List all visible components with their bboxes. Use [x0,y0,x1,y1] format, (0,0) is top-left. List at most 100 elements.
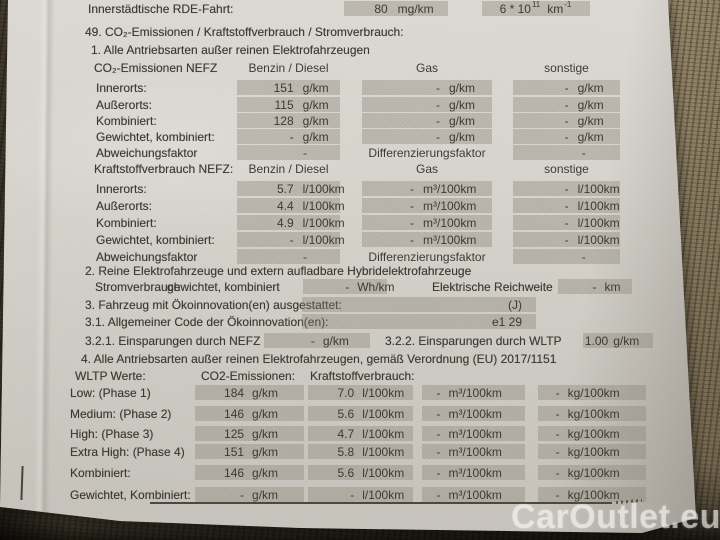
cell-value: - [564,198,569,213]
value-box: 151 g/km [237,80,340,95]
cell-value: 80 [374,1,388,16]
cell-value: - [345,279,350,294]
cell-unit: Wh/km [357,279,395,294]
section-49-title: 49. CO₂-Emissionen / Kraftstoffverbrauch… [85,25,404,39]
cell-value: - [436,465,441,480]
row-label: Gewichtet, kombiniert: [96,233,215,247]
section-3-2-1-label: 3.2.1. Einsparungen durch NEFZ [85,334,261,348]
cell-value: 115 [274,97,294,112]
rde-row: Innerstädtische RDE-Fahrt: 80 mg/km 6 * … [0,0,696,17]
cell-unit: l/100km [577,198,620,213]
cell-value: - [303,145,308,160]
nefz-co2-title: CO₂-Emissionen NEFZ [94,61,218,75]
row-label: Innerorts: [96,81,147,95]
value-box: - m³/100km [422,487,525,502]
nefz-fuel-factor-row: Abweichungsfaktor - Differenzierungsfakt… [0,249,696,265]
row-label: Low: (Phase 1) [70,386,151,400]
cell-value: 151 [224,444,245,459]
cell-unit: mg/km [397,1,434,16]
table-row: Außerorts: 4.4 l/100km - m³/100km - l/100km [0,198,696,214]
row-label: Innerorts: [96,182,147,196]
cell-unit: km [604,279,621,294]
value-box: - l/100km [513,215,620,230]
cell-unit: g/km [322,333,349,348]
cell-unit: m³/100km [448,444,502,459]
watermark-logo: CarOutlet.eu [511,498,720,536]
cell-value: - [555,465,560,480]
cell-unit: m³/100km [423,215,477,230]
nefz-fuel-header-row: Kraftstoffverbrauch NEFZ: Benzin / Diese… [0,161,696,177]
cell-unit: kg/100km [567,465,620,480]
value-box: - m³/100km [362,215,492,230]
differenzierungsfaktor-label: Differenzierungsfaktor [368,146,486,160]
cell-unit: kg/100km [567,406,620,421]
section-3-1-row: 3.1. Allgemeiner Code der Ökoinnovation(… [0,314,696,330]
cell-value: - [436,385,441,400]
cell-unit: l/100km [362,487,405,502]
cell-value: - [564,113,569,128]
rde-value-box: 80 mg/km [344,1,448,16]
value-box: - g/km [513,97,620,112]
row-label: Kombiniert: [96,114,157,128]
sci-unit-exponent: -1 [564,0,572,9]
value-box: - km [558,279,632,294]
table-row: Gewichtet, kombiniert: - l/100km - m³/100k… [0,232,696,248]
cell-value: - [240,487,245,502]
col-header-gas: Gas [415,61,438,75]
table-row: Innerorts: 5.7 l/100km - m³/100km - l/100km [0,181,696,197]
value-box: (J) [302,297,536,312]
cell-unit: g/km [302,129,329,144]
value-box: - m³/100km [422,406,525,421]
cell-value: 1.00 [584,333,609,348]
cell-value: 4.4 [276,198,294,213]
cell-value: - [289,232,294,247]
cell-unit: m³/100km [448,487,502,502]
cell-value: e1 29 [491,314,522,329]
cell-unit: l/100km [362,406,405,421]
cell-unit: g/km [577,80,604,95]
value-box: 4.9 l/100km [237,215,345,230]
table-row: Außerorts: 115 g/km - g/km - g/km [0,97,696,113]
value-box: 115 g/km [237,97,340,112]
cell-value: - [564,97,569,112]
value-box: - m³/100km [422,444,525,459]
value-box: - m³/100km [362,198,492,213]
col-header-gas: Gas [415,162,438,176]
value-box: - l/100km [513,181,620,196]
cell-value: - [436,80,440,95]
cell-unit: kg/100km [567,426,620,441]
cell-value: - [436,97,440,112]
cell-unit: kg/100km [567,444,620,459]
value-box: - l/100km [237,232,345,247]
value-box: - [513,145,620,160]
value-box: 146 g/km [195,465,304,480]
cell-value: 125 [224,426,245,441]
value-box: - m³/100km [362,181,492,196]
cell-unit: l/100km [302,232,345,247]
cell-value: - [410,181,414,196]
cell-value: - [289,129,294,144]
sci-base: 6 * 10 [499,1,531,16]
wltp-co2-header: CO2-Emissionen: [201,369,296,383]
table-row: Kombiniert: 4.9 l/100km - m³/100km - l/100k… [0,215,696,231]
cell-unit: g/km [252,465,279,480]
section-4-heading: 4. Alle Antriebsarten außer reinen Elekt… [0,351,696,367]
cell-value: 4.9 [276,215,294,230]
cell-unit: g/km [252,426,279,441]
wltp-fuel-header: Kraftstoffverbrauch: [310,369,415,383]
cell-value: 128 [273,113,294,128]
cell-unit: g/km [252,487,279,502]
cell-unit: l/100km [362,385,405,400]
cell-value: - [410,198,414,213]
cell-unit: kg/100km [567,385,620,400]
cell-unit: g/km [449,97,476,112]
col-header-sonstige: sonstige [544,61,589,75]
value-box: 5.8 l/100km [308,444,413,459]
value-box: - l/100km [308,487,413,502]
value-box: - kg/100km [538,385,646,400]
cell-unit: g/km [252,406,279,421]
cell-value: - [436,406,441,421]
cell-value: - [555,487,560,502]
stromverbrauch-label: Stromverbrauch [95,280,181,294]
